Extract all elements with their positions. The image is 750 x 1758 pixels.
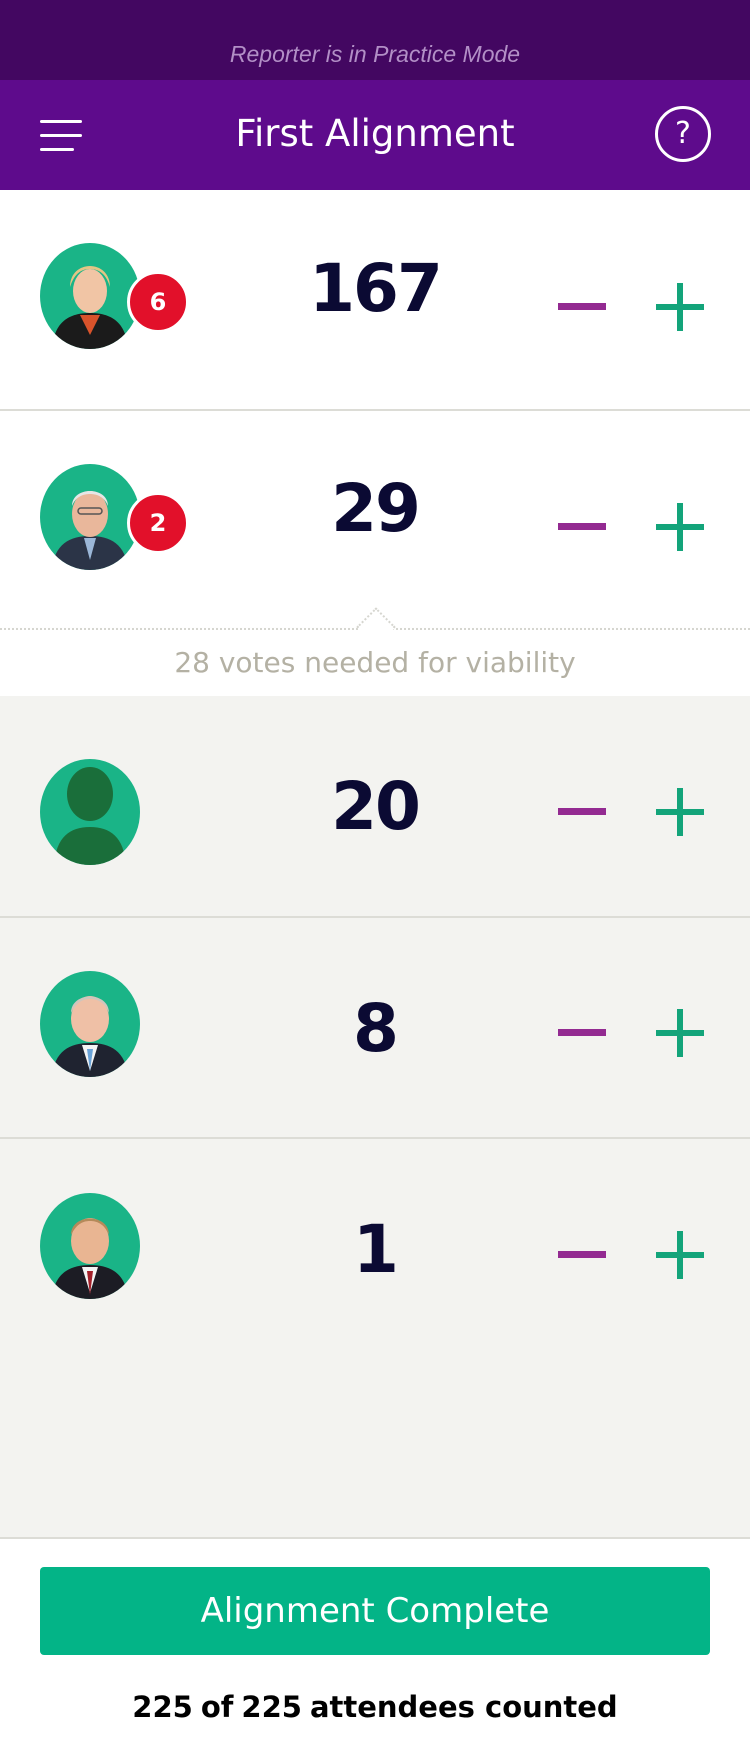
minus-button[interactable] [558, 808, 606, 815]
page-title: First Alignment [235, 112, 515, 155]
menu-icon[interactable] [40, 116, 90, 156]
vote-count: 20 [331, 768, 421, 845]
candidate-avatar [40, 971, 140, 1077]
candidate-avatar [40, 464, 140, 570]
vote-count: 1 [353, 1211, 399, 1288]
attendee-counter: 225 of 225 attendees counted [0, 1690, 750, 1724]
vote-count: 167 [309, 250, 443, 327]
plus-button[interactable] [656, 503, 704, 551]
plus-button[interactable] [656, 1231, 704, 1279]
uncommitted-avatar [40, 759, 140, 865]
candidate-row: 1 [0, 1139, 750, 1361]
candidate-avatar [40, 243, 140, 349]
viability-text: 28 votes needed for viability [174, 646, 576, 679]
viability-divider: 28 votes needed for viability [0, 607, 750, 696]
counted-number: 225 [132, 1690, 193, 1724]
minus-button[interactable] [558, 1029, 606, 1036]
minus-button[interactable] [558, 303, 606, 310]
minus-button[interactable] [558, 523, 606, 530]
plus-button[interactable] [656, 1009, 704, 1057]
delegate-badge: 2 [127, 492, 189, 554]
total-number: 225 [241, 1690, 302, 1724]
candidate-row: 20 [0, 696, 750, 918]
vote-count: 8 [353, 990, 399, 1067]
person-silhouette-icon [54, 767, 126, 865]
counter-of-text: of [200, 1690, 234, 1724]
help-icon[interactable]: ? [655, 106, 711, 162]
plus-button[interactable] [656, 788, 704, 836]
candidate-row: 6 167 [0, 190, 750, 411]
candidate-row: 2 29 [0, 411, 750, 628]
candidate-avatar [40, 1193, 140, 1299]
counter-suffix: attendees counted [309, 1690, 618, 1724]
candidate-row: 8 [0, 918, 750, 1139]
alignment-complete-button[interactable]: Alignment Complete [40, 1567, 710, 1655]
empty-list-area [0, 1359, 750, 1539]
minus-button[interactable] [558, 1251, 606, 1258]
vote-count: 29 [331, 470, 421, 547]
plus-button[interactable] [656, 283, 704, 331]
delegate-badge: 6 [127, 271, 189, 333]
practice-mode-banner: Reporter is in Practice Mode [0, 0, 750, 80]
app-header: First Alignment ? [0, 80, 750, 190]
